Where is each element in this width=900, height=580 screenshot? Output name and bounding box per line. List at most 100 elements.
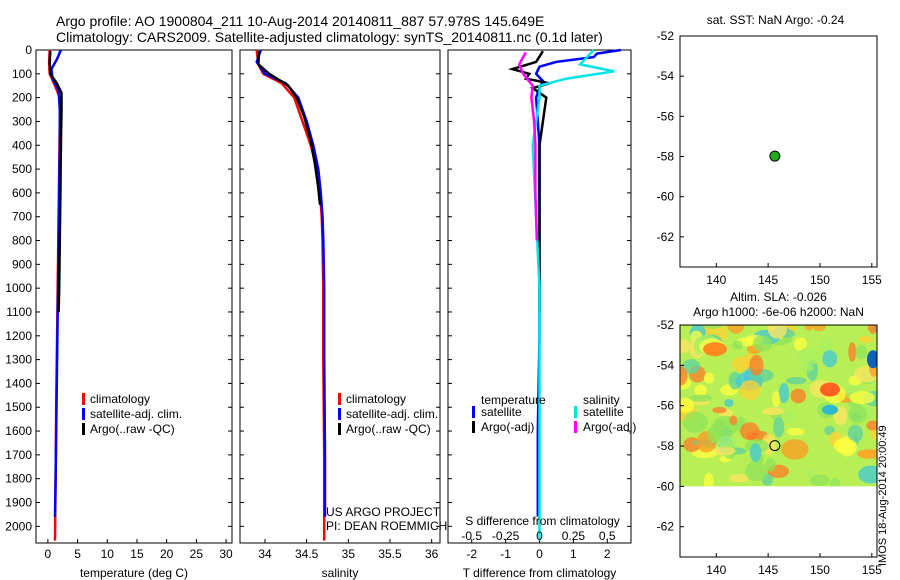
sla-blob (804, 325, 814, 331)
sla-blob (762, 407, 784, 416)
legend-header-temperature: temperature (481, 393, 546, 407)
x-tick-label: 1 (570, 547, 577, 561)
y-tick-label: 1800 (5, 472, 32, 486)
series-line-argo-raw-qc- (257, 51, 322, 205)
sla-blob (716, 435, 738, 448)
y-tick-label: 200 (12, 91, 32, 105)
series-line-temperature-satellite (534, 48, 621, 517)
sla-blob (749, 443, 762, 462)
sla-blob (793, 337, 807, 352)
x-tick-label-salinity: 0 (536, 529, 543, 543)
legend-item: Argo(-adj) (583, 420, 636, 434)
legend-swatch (472, 406, 475, 418)
sla-blob (847, 424, 864, 443)
sla-blob (680, 366, 688, 386)
sst-map-frame (679, 35, 878, 268)
sla-map-frame (679, 324, 878, 558)
legend-swatch (574, 406, 577, 418)
sla-blob (731, 356, 751, 372)
sla-blob (749, 354, 764, 376)
y-tick-label: -52 (657, 29, 675, 43)
x-tick-label: 35 (342, 547, 356, 561)
legend-swatch (338, 408, 341, 420)
legend-swatch (338, 423, 341, 435)
y-tick-label: -52 (657, 318, 675, 332)
y-tick-label: -62 (657, 520, 675, 534)
sla-blob (809, 474, 830, 486)
sla-high-blob (703, 342, 727, 357)
sla-blob (855, 344, 868, 360)
x-tick-label-salinity: 0.25 (562, 529, 586, 543)
legend-swatch (574, 421, 577, 433)
series-line-argo-raw-qc- (48, 51, 63, 313)
series-line-satellite-adj-clim- (255, 49, 327, 517)
y-tick-label: -56 (657, 109, 675, 123)
sla-blob (732, 340, 743, 350)
legend-swatch (82, 423, 85, 435)
legend-swatch (82, 393, 85, 405)
legend-item: Argo(..raw -QC) (346, 422, 431, 436)
sla-blob (680, 397, 695, 413)
x-tick-label: 35.5 (378, 547, 402, 561)
sla-blob (790, 388, 807, 404)
x-tick-label-salinity: -0.5 (461, 529, 482, 543)
sla-blob (812, 325, 826, 332)
sla-blob (727, 325, 745, 334)
sla-blob (858, 335, 874, 344)
y-tick-label: 500 (12, 162, 32, 176)
legend-item: climatology (346, 392, 406, 406)
y-tick-label: 1600 (5, 424, 32, 438)
y-tick-label: 1200 (5, 329, 32, 343)
series-line-salinity-argo-adj- (517, 51, 539, 241)
sla-blob (767, 325, 788, 339)
x-axis-label-top: S difference from climatology (465, 514, 620, 528)
x-tick-label: 25 (190, 547, 204, 561)
x-tick-label: 34 (258, 547, 272, 561)
sla-field (680, 325, 877, 487)
sla-blob (797, 347, 821, 366)
argo-position-marker (769, 150, 781, 162)
x-tick-label: 150 (810, 563, 830, 577)
x-tick-label: 30 (219, 547, 233, 561)
y-tick-label: 1300 (5, 353, 32, 367)
y-tick-label: -58 (657, 150, 675, 164)
sla-blob (848, 342, 857, 362)
sla-blob (702, 325, 723, 329)
y-tick-label: 2000 (5, 519, 32, 533)
sla-blob (703, 472, 714, 487)
sla-blob (866, 420, 877, 431)
y-tick-label: -58 (657, 439, 675, 453)
sla-blob (712, 406, 727, 414)
sla-blob (773, 416, 785, 438)
y-tick-label: -54 (657, 69, 675, 83)
y-tick-label: -60 (657, 190, 675, 204)
sla-map-title: Altim. SLA: -0.026 (730, 290, 827, 304)
x-tick-label: 36 (425, 547, 439, 561)
x-tick-label: 150 (810, 273, 830, 287)
sla-blob (688, 394, 712, 402)
x-tick-label: 0 (45, 547, 52, 561)
legend-item: satellite (481, 405, 522, 419)
y-tick-label: 600 (12, 186, 32, 200)
sla-blob (784, 410, 795, 423)
sla-blob (798, 364, 814, 372)
x-tick-label: 34.5 (295, 547, 319, 561)
argo-position-marker (769, 440, 781, 452)
legend-item: Argo(..raw -QC) (90, 422, 175, 436)
y-tick-label: 1100 (6, 305, 32, 319)
sla-blob (728, 473, 749, 483)
sla-blob (765, 457, 776, 472)
salinity-chart: 34 34.5 35 35.5 36 salinity climatologysatelli… (239, 49, 441, 580)
y-tick-label: 100 (12, 67, 32, 81)
sla-blob (822, 350, 838, 368)
legend-item: satellite-adj. clim. (90, 407, 182, 421)
sla-blob (745, 461, 768, 482)
sla-blob (683, 411, 708, 433)
legend-item: Argo(-adj) (481, 420, 534, 434)
x-axis-label: salinity (322, 566, 359, 580)
y-tick-label: 300 (12, 114, 32, 128)
sla-blob (867, 325, 877, 334)
sst-map-chart: sat. SST: NaN Argo: -0.24 -52 -54 -56 -58 -60… (657, 13, 882, 287)
